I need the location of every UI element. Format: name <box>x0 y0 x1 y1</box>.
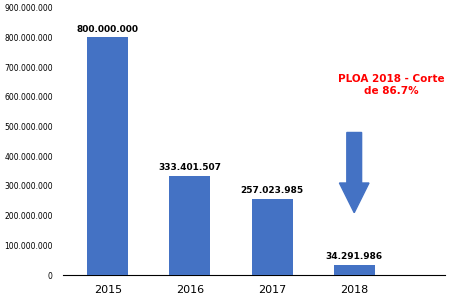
Text: 34.291.986: 34.291.986 <box>326 252 383 261</box>
Text: PLOA 2018 - Corte
de 86.7%: PLOA 2018 - Corte de 86.7% <box>338 74 444 96</box>
Bar <box>251 199 293 275</box>
Bar <box>169 176 210 275</box>
Text: 257.023.985: 257.023.985 <box>241 186 304 195</box>
Polygon shape <box>339 132 369 213</box>
Text: 800.000.000: 800.000.000 <box>77 25 139 34</box>
Bar <box>87 37 128 275</box>
Bar <box>334 265 375 275</box>
Text: 333.401.507: 333.401.507 <box>159 164 222 173</box>
